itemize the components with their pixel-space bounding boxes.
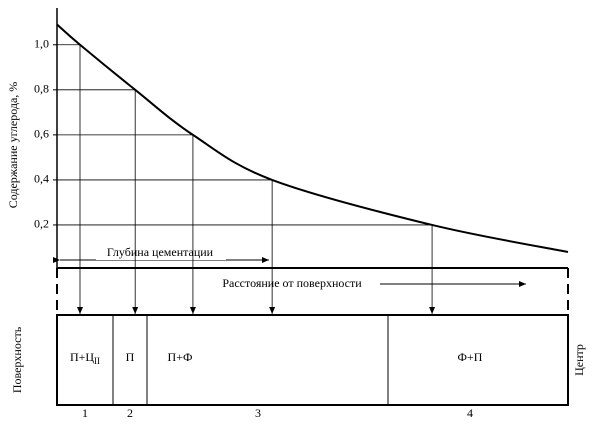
zone-label: П+Ф — [168, 350, 193, 364]
structure-box — [56, 314, 569, 406]
zone-number: 3 — [255, 406, 261, 420]
zone-number: 1 — [82, 406, 88, 420]
depth-label: Глубина цементации — [107, 245, 214, 259]
center-label: Центр — [572, 344, 586, 376]
zone-label: П+ЦII — [70, 350, 100, 366]
distance-label: Расстояние от поверхности — [222, 276, 362, 290]
zone-label-main: Ф+П — [458, 350, 483, 364]
y-tick-label: 0,6 — [34, 127, 49, 141]
zone-label-main: П+Ф — [168, 350, 193, 364]
carbon-curve — [56, 23, 569, 253]
y-tick-label: 0,8 — [34, 82, 49, 96]
zone-label: Ф+П — [458, 350, 483, 364]
surface-label: Поверхность — [10, 326, 24, 393]
label-bg — [96, 246, 226, 260]
y-tick-label: 1,0 — [34, 37, 49, 51]
zone-label: П — [126, 350, 135, 364]
y-tick-label: 0,2 — [34, 217, 49, 231]
zone-number: 2 — [127, 406, 133, 420]
y-tick-label: 0,4 — [34, 172, 49, 186]
zone-label-main: П — [126, 350, 135, 364]
zone-number: 4 — [467, 406, 473, 420]
zone-label-main: П+Ц — [70, 350, 94, 364]
y-axis-label: Содержание углерода, % — [6, 82, 20, 209]
zone-label-sub: II — [94, 356, 100, 366]
